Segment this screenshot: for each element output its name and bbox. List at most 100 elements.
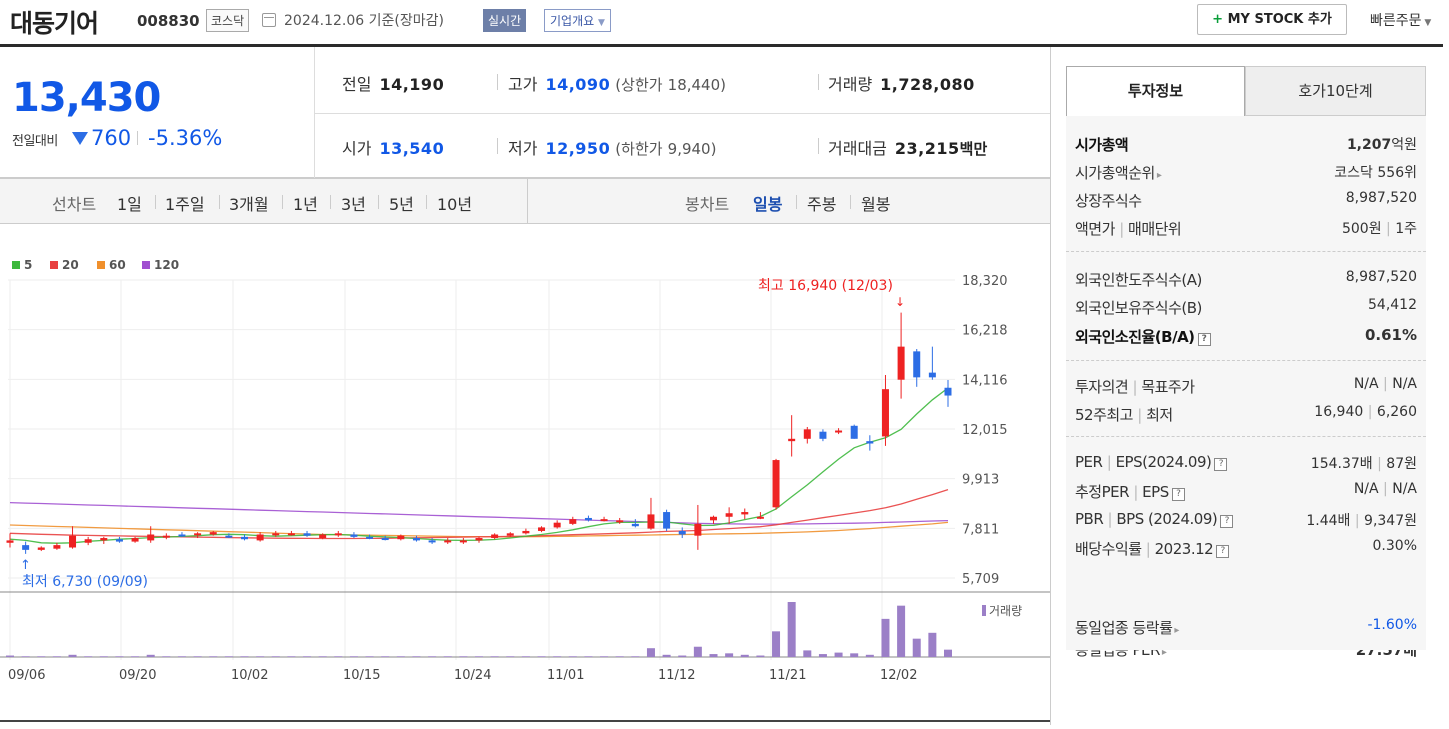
divider bbox=[330, 195, 331, 209]
help-icon[interactable]: ? bbox=[1216, 545, 1230, 558]
price-chart[interactable]: 5 20 60 120 18,320 16,218 14,116 12,015 9,913 7,8… bbox=[0, 224, 1050, 725]
volume-bar bbox=[209, 656, 218, 657]
row-value: 154.37배 | 87원 bbox=[1311, 453, 1417, 473]
market-cap-unit: 억원 bbox=[1391, 137, 1417, 153]
volume-bar bbox=[193, 656, 202, 657]
candle-body bbox=[84, 539, 92, 543]
row-label-a: 액면가 bbox=[1075, 220, 1115, 238]
row-label: 액면가 | 매매단위 bbox=[1075, 218, 1182, 239]
stat-label: 거래대금 bbox=[828, 139, 887, 158]
x-tick-label: 12/02 bbox=[880, 668, 917, 683]
high-annotation: 최고 16,940 (12/03) bbox=[758, 278, 893, 294]
stock-name: 대동기어 bbox=[10, 9, 99, 38]
candle-body bbox=[678, 530, 686, 535]
volume-bar bbox=[678, 655, 687, 657]
row-label-a: 투자의견 bbox=[1075, 378, 1129, 396]
candle-body bbox=[115, 539, 123, 542]
divider bbox=[426, 195, 427, 209]
caret-down-icon: ▼ bbox=[1421, 18, 1432, 28]
help-icon[interactable]: ? bbox=[1220, 515, 1234, 528]
chevron-right-icon: ▸ bbox=[1161, 647, 1167, 658]
investment-info-panel: 투자정보 호가10단계 시가총액 1,207억원 시가총액순위 ▸ 코스닥 556… bbox=[1066, 66, 1426, 659]
divider bbox=[282, 195, 283, 209]
x-tick-label: 10/15 bbox=[343, 668, 380, 683]
tab-daily[interactable]: 일봉 bbox=[753, 195, 783, 214]
divider: | bbox=[1106, 453, 1112, 471]
row-value-b: 87원 bbox=[1386, 456, 1417, 472]
row-value: 54,412 bbox=[1368, 297, 1417, 313]
help-icon[interactable]: ? bbox=[1171, 488, 1185, 501]
volume-bar bbox=[6, 655, 14, 657]
row-label-a: 52주최고 bbox=[1075, 406, 1134, 424]
divider bbox=[818, 74, 819, 90]
divider bbox=[497, 138, 498, 154]
stock-code: 008830 bbox=[137, 12, 200, 30]
add-mystock-button[interactable]: + MY STOCK 추가 bbox=[1197, 4, 1347, 35]
candle-body bbox=[756, 516, 764, 519]
legend-label: 20 bbox=[62, 258, 79, 272]
tab-3y[interactable]: 3년 bbox=[341, 195, 366, 214]
tab-1d[interactable]: 1일 bbox=[117, 195, 142, 214]
row-label: 동일업종 등락률 ▸ bbox=[1075, 617, 1179, 638]
divider bbox=[0, 720, 1050, 722]
legend-swatch bbox=[12, 261, 20, 269]
volume-label: 거래량 bbox=[989, 604, 1022, 618]
help-icon[interactable]: ? bbox=[1214, 458, 1228, 471]
tab-3m[interactable]: 3개월 bbox=[229, 195, 269, 214]
row-market-cap-rank[interactable]: 시가총액순위 ▸ 코스닥 556위 bbox=[1075, 162, 1417, 184]
quick-order-button[interactable]: 빠른주문 ▼ bbox=[1370, 10, 1431, 30]
volume-bar bbox=[787, 602, 796, 657]
row-par-value: 액면가 | 매매단위 500원 | 1주 bbox=[1075, 218, 1417, 240]
x-tick-label: 09/06 bbox=[8, 668, 45, 683]
legend-swatch bbox=[50, 261, 58, 269]
row-value: 16,940 | 6,260 bbox=[1314, 404, 1417, 420]
stat-sub-value: 9,940) bbox=[667, 140, 717, 158]
tab-order-book[interactable]: 호가10단계 bbox=[1245, 66, 1426, 116]
row-label-b: EPS bbox=[1142, 483, 1169, 501]
row-label: 상장주식수 bbox=[1075, 192, 1142, 210]
help-icon[interactable]: ? bbox=[1197, 333, 1211, 346]
row-label: 시가총액 bbox=[1075, 136, 1129, 154]
stat-open: 시가 13,540 bbox=[342, 135, 444, 159]
y-tick-label: 9,913 bbox=[962, 473, 999, 488]
row-shares-listed: 상장주식수 8,987,520 bbox=[1075, 190, 1417, 212]
volume-bar bbox=[84, 656, 93, 657]
x-tick-label: 10/24 bbox=[454, 668, 491, 683]
stat-sub-label: (하한가 bbox=[615, 140, 663, 158]
realtime-button[interactable]: 실시간 bbox=[483, 9, 527, 32]
candle-body bbox=[491, 534, 499, 539]
candle-body bbox=[850, 425, 858, 439]
tab-5y[interactable]: 5년 bbox=[389, 195, 414, 214]
x-tick-label: 11/12 bbox=[658, 668, 695, 683]
candle-body bbox=[69, 535, 77, 548]
tab-investment-info[interactable]: 투자정보 bbox=[1066, 66, 1245, 116]
tab-monthly[interactable]: 월봉 bbox=[861, 195, 891, 214]
candle-body bbox=[772, 460, 780, 508]
row-label-b: 매매단위 bbox=[1128, 220, 1182, 238]
y-tick-label: 18,320 bbox=[962, 274, 1008, 289]
company-overview-label: 기업개요 bbox=[550, 14, 595, 28]
volume-bar bbox=[381, 656, 390, 657]
row-value-a: 1.44배 bbox=[1306, 513, 1351, 529]
row-sector-change[interactable]: 동일업종 등락률 ▸ -1.60% bbox=[1075, 617, 1417, 639]
row-label: 외국인한도주식수(A) bbox=[1075, 271, 1202, 289]
tab-weekly[interactable]: 주봉 bbox=[807, 195, 837, 214]
candle-body bbox=[53, 545, 61, 549]
tab-1w[interactable]: 1주일 bbox=[165, 195, 205, 214]
company-overview-dropdown[interactable]: 기업개요 ▼ bbox=[544, 9, 611, 32]
divider: | bbox=[1133, 483, 1138, 501]
volume-bar bbox=[756, 655, 765, 657]
volume-bar bbox=[537, 656, 546, 657]
volume-bar bbox=[146, 654, 155, 657]
tab-10y[interactable]: 10년 bbox=[437, 195, 473, 214]
row-value: 8,987,520 bbox=[1345, 190, 1417, 206]
stat-sub-label: (상한가 bbox=[615, 76, 663, 94]
y-tick-label: 14,116 bbox=[962, 373, 1008, 388]
row-label: 52주최고 | 최저 bbox=[1075, 404, 1173, 425]
divider bbox=[155, 195, 156, 209]
volume-legend-swatch bbox=[982, 605, 986, 616]
tab-1y[interactable]: 1년 bbox=[293, 195, 318, 214]
divider: | bbox=[1383, 481, 1388, 497]
divider: | bbox=[1386, 221, 1391, 237]
volume-bar bbox=[865, 654, 874, 657]
